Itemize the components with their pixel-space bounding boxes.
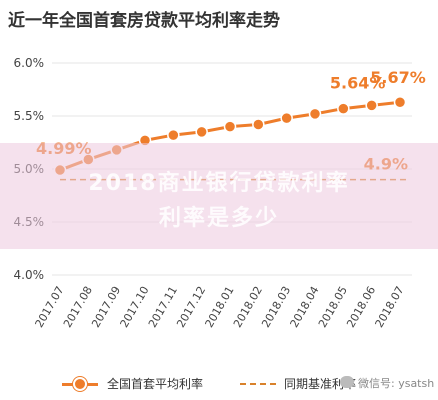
y-tick-label: 5.5% bbox=[14, 109, 45, 123]
data-point bbox=[365, 99, 378, 112]
y-tick-label: 6.0% bbox=[14, 56, 45, 70]
y-tick-label: 4.0% bbox=[14, 268, 45, 282]
chart-legend: 全国首套平均利率 同期基准利率 微信号: ysatsh bbox=[0, 368, 438, 398]
watermark-overlay bbox=[0, 143, 438, 249]
data-point bbox=[223, 120, 237, 133]
wechat-icon bbox=[340, 376, 354, 388]
watermark-text: 微信号: ysatsh bbox=[358, 377, 435, 390]
data-point bbox=[308, 107, 322, 121]
data-point bbox=[195, 125, 208, 139]
data-point bbox=[393, 95, 407, 109]
chart-title: 近一年全国首套房贷款平均利率走势 bbox=[8, 11, 280, 31]
data-point bbox=[252, 118, 265, 131]
legend-marker-swatch bbox=[73, 377, 87, 391]
data-point bbox=[280, 111, 293, 125]
data-label: 5.67% bbox=[370, 68, 426, 87]
data-point bbox=[167, 128, 180, 142]
data-point bbox=[337, 102, 350, 115]
legend-label-base: 同期基准利率 bbox=[284, 377, 357, 391]
overlay-text-line1: 2018商业银行贷款利率 bbox=[88, 171, 350, 196]
data-label: 5.64% bbox=[330, 73, 386, 92]
legend-label-average: 全国首套平均利率 bbox=[107, 377, 204, 391]
legend-dash-swatch bbox=[240, 383, 276, 385]
overlay-text-line2: 利率是多少 bbox=[158, 206, 279, 231]
